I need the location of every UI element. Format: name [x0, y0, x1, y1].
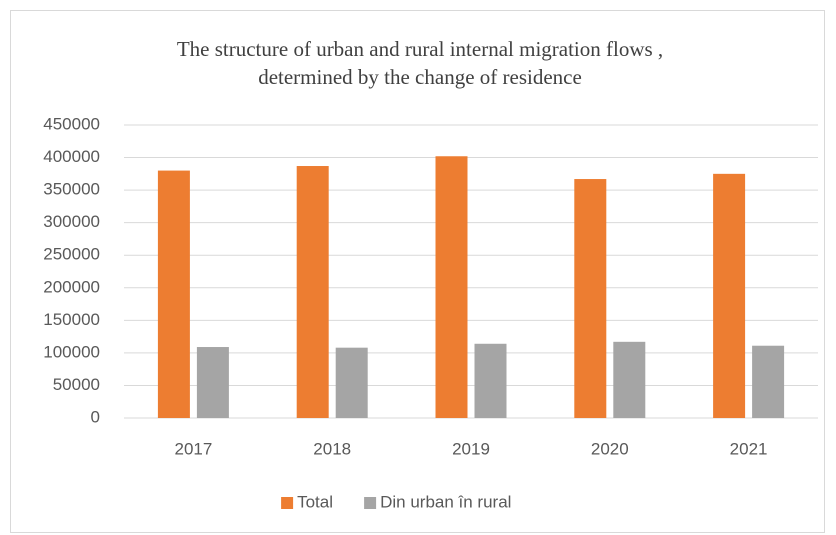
bar	[713, 173, 746, 418]
y-tick-label: 450000	[43, 114, 100, 133]
chart-title: The structure of urban and rural interna…	[177, 37, 663, 61]
y-tick-label: 150000	[43, 310, 100, 329]
legend-label: Din urban în rural	[380, 492, 511, 511]
chart-title: determined by the change of residence	[258, 65, 582, 89]
chart-border	[10, 10, 825, 533]
x-tick-label: 2017	[174, 439, 212, 458]
bar	[613, 341, 646, 418]
bar	[574, 179, 607, 418]
bar	[157, 170, 190, 418]
y-tick-label: 50000	[53, 375, 100, 394]
x-tick-label: 2020	[591, 439, 629, 458]
y-tick-label: 100000	[43, 342, 100, 361]
y-tick-label: 0	[91, 407, 100, 426]
y-tick-label: 350000	[43, 180, 100, 199]
legend-swatch	[364, 497, 377, 509]
y-tick-label: 200000	[43, 277, 100, 296]
legend-swatch	[281, 497, 294, 509]
bar	[752, 345, 785, 418]
x-tick-label: 2019	[452, 439, 490, 458]
y-tick-label: 400000	[43, 147, 100, 166]
bar	[474, 343, 507, 418]
bar	[435, 156, 468, 418]
y-tick-label: 250000	[43, 245, 100, 264]
x-tick-label: 2018	[313, 439, 351, 458]
bar	[296, 166, 329, 418]
x-tick-label: 2021	[730, 439, 768, 458]
bar	[196, 347, 229, 418]
legend-label: Total	[297, 492, 333, 511]
bar	[335, 347, 368, 418]
y-tick-label: 300000	[43, 212, 100, 231]
